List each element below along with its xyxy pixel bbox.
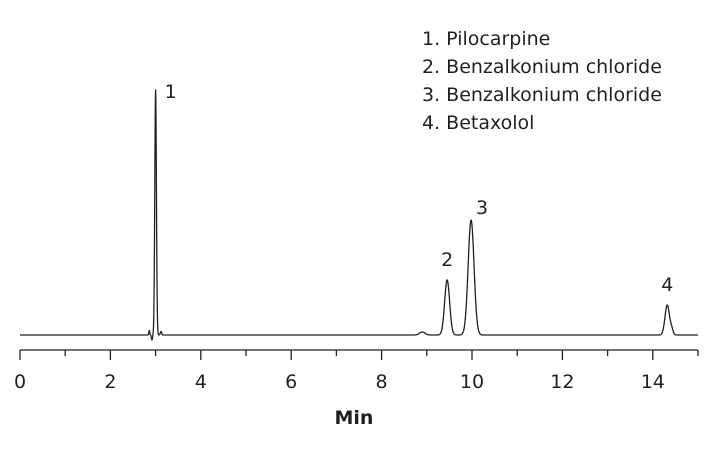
chromatogram-line (19, 89, 699, 341)
legend-item-1: 1. Pilocarpine (422, 28, 550, 50)
x-axis-title: Min (335, 407, 374, 429)
x-tick-label: 0 (14, 371, 26, 393)
chromatogram-trace (19, 89, 699, 341)
x-tick-label: 2 (104, 371, 116, 393)
peak-label-2: 2 (441, 249, 453, 271)
x-tick-label: 8 (376, 371, 388, 393)
legend-item-3: 3. Benzalkonium chloride (422, 84, 662, 106)
peak-label-1: 1 (165, 81, 177, 103)
x-tick-label: 12 (550, 371, 574, 393)
peak-label-4: 4 (661, 274, 673, 296)
peak-label-3: 3 (476, 197, 488, 219)
x-tick-label: 4 (195, 371, 207, 393)
x-tick-label: 10 (460, 371, 484, 393)
peak-legend: 1. Pilocarpine 2. Benzalkonium chloride … (422, 28, 662, 134)
x-tick-label: 6 (285, 371, 297, 393)
x-tick-label: 14 (641, 371, 665, 393)
legend-item-4: 4. Betaxolol (422, 112, 534, 134)
x-axis: 0 2 4 6 8 10 12 14 Min (14, 349, 699, 429)
legend-item-2: 2. Benzalkonium chloride (422, 56, 662, 78)
